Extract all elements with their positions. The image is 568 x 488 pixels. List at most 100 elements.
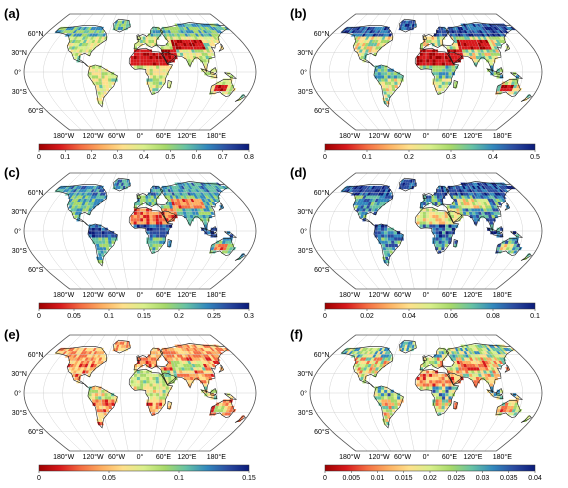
colorbar: 0 0.05 0.1 0.15 0.2 0.25 0.3 bbox=[37, 302, 254, 320]
lon-tick-label: 120°W bbox=[369, 291, 390, 299]
map-frame bbox=[23, 13, 257, 131]
colorbar-tick-label: 0 bbox=[37, 313, 41, 320]
lat-tick-label: 30°N bbox=[297, 370, 313, 378]
lat-tick-label: 0° bbox=[14, 69, 21, 77]
coastlines bbox=[54, 177, 246, 267]
lon-tick-label: 120°E bbox=[463, 132, 482, 140]
colorbar-tick-label: 0.15 bbox=[137, 313, 151, 320]
lat-tick-label: 60°S bbox=[314, 266, 330, 274]
colorbar-tick-label: 0 bbox=[37, 475, 41, 482]
colorbar-tick-label: 0.3 bbox=[113, 154, 123, 161]
lon-tick-label: 120°E bbox=[463, 453, 482, 461]
colorbar-tick-label: 0.015 bbox=[395, 475, 413, 482]
lat-tick-label: 60°S bbox=[314, 428, 330, 436]
lon-tick-label: 0° bbox=[137, 453, 144, 461]
colorbar-tick-label: 0.3 bbox=[446, 154, 456, 161]
lon-tick-label: 0° bbox=[423, 453, 430, 461]
colorbar-tick-label: 0.4 bbox=[139, 154, 149, 161]
colorbar: 0 0.1 0.2 0.3 0.4 0.5 bbox=[323, 143, 540, 161]
colorbar-tick-label: 0.04 bbox=[528, 475, 542, 482]
lat-tick-label: 60°S bbox=[314, 107, 330, 115]
lat-tick-label: 30°S bbox=[298, 247, 314, 255]
lon-tick-label: 60°W bbox=[108, 132, 126, 140]
lat-tick-label: 30°S bbox=[12, 247, 28, 255]
colorbar-tick-label: 0.2 bbox=[174, 313, 184, 320]
map-frame bbox=[23, 172, 257, 290]
lat-tick-label: 30°S bbox=[298, 409, 314, 417]
map-panel: (c) 60°N 30°N 0° 30°S 60°S 180°W 120°W 60°W 0° 60°… bbox=[4, 165, 257, 320]
land-data-layer bbox=[340, 20, 531, 105]
lon-tick-label: 180°E bbox=[207, 132, 226, 140]
lon-tick-label: 60°W bbox=[108, 453, 126, 461]
colorbar-tick-label: 0.1 bbox=[362, 154, 372, 161]
colorbar-tick-label: 0.05 bbox=[67, 313, 81, 320]
lon-tick-label: 60°W bbox=[394, 132, 412, 140]
colorbar-tick-label: 0.005 bbox=[342, 475, 360, 482]
lat-tick-label: 30°S bbox=[12, 409, 28, 417]
colorbar: 0 0.005 0.01 0.015 0.02 0.025 0.03 0.035 0.04 bbox=[323, 464, 542, 482]
panel-label: (f) bbox=[290, 327, 303, 342]
lon-tick-label: 60°W bbox=[108, 291, 126, 299]
colorbar-tick-label: 0.1 bbox=[174, 475, 184, 482]
coastlines bbox=[54, 18, 246, 108]
lat-tick-label: 0° bbox=[14, 390, 21, 398]
lon-tick-label: 180°W bbox=[339, 132, 360, 140]
lat-tick-label: 0° bbox=[300, 69, 307, 77]
lon-tick-label: 180°W bbox=[53, 453, 74, 461]
lon-tick-label: 0° bbox=[137, 132, 144, 140]
colorbar-tick-label: 0.025 bbox=[447, 475, 465, 482]
colorbar: 0 0.1 0.2 0.3 0.4 0.5 0.6 0.7 0.8 bbox=[37, 143, 254, 161]
colorbar-tick-label: 0.02 bbox=[423, 475, 437, 482]
colorbar-tick-label: 0.08 bbox=[486, 313, 500, 320]
coastlines bbox=[340, 339, 532, 429]
lon-tick-label: 120°E bbox=[177, 291, 196, 299]
colorbar-tick-label: 0.1 bbox=[104, 313, 114, 320]
lat-tick-label: 60°N bbox=[28, 30, 44, 38]
lon-tick-label: 180°E bbox=[493, 132, 512, 140]
panel-label: (a) bbox=[4, 6, 20, 21]
lat-tick-label: 60°N bbox=[28, 189, 44, 197]
lat-tick-label: 30°N bbox=[11, 49, 27, 57]
colorbar-tick-label: 0.2 bbox=[87, 154, 97, 161]
lon-tick-label: 0° bbox=[137, 291, 144, 299]
map-panel: (f) 60°N 30°N 0° 30°S 60°S 180°W 120°W 60°W 0° 60°… bbox=[290, 327, 543, 482]
colorbar: 0 0.05 0.1 0.15 bbox=[37, 464, 256, 482]
lon-tick-label: 120°W bbox=[83, 453, 104, 461]
lon-tick-label: 60°E bbox=[442, 132, 458, 140]
colorbar-tick-label: 0.06 bbox=[444, 313, 458, 320]
lon-tick-label: 60°W bbox=[394, 453, 412, 461]
map-panel: (b) 60°N 30°N 0° 30°S 60°S 180°W 120°W 60°W 0° 60°… bbox=[290, 6, 543, 161]
map-frame bbox=[309, 13, 543, 131]
lat-tick-label: 60°S bbox=[28, 428, 44, 436]
colorbar-tick-label: 0.5 bbox=[530, 154, 540, 161]
lon-tick-label: 60°E bbox=[442, 453, 458, 461]
colorbar-tick-label: 0.035 bbox=[500, 475, 518, 482]
colorbar-tick-label: 0 bbox=[323, 154, 327, 161]
lon-tick-label: 0° bbox=[423, 132, 430, 140]
colorbar-tick-label: 0.6 bbox=[192, 154, 202, 161]
colorbar-tick-label: 0.25 bbox=[207, 313, 221, 320]
lon-tick-label: 120°W bbox=[83, 291, 104, 299]
lon-tick-label: 60°E bbox=[156, 132, 172, 140]
lon-tick-label: 180°W bbox=[339, 453, 360, 461]
colorbar-tick-label: 0.7 bbox=[218, 154, 228, 161]
map-frame bbox=[23, 334, 257, 452]
lon-tick-label: 60°E bbox=[442, 291, 458, 299]
lon-tick-label: 180°W bbox=[53, 291, 74, 299]
lon-tick-label: 180°E bbox=[207, 453, 226, 461]
colorbar-tick-label: 0.01 bbox=[371, 475, 385, 482]
lat-tick-label: 60°N bbox=[314, 351, 330, 359]
lat-tick-label: 30°N bbox=[297, 208, 313, 216]
panel-label: (b) bbox=[290, 6, 307, 21]
lon-tick-label: 180°W bbox=[339, 291, 360, 299]
map-panel: (a) 60°N 30°N 0° 30°S 60°S 180°W 120°W 60°W 0° 60°… bbox=[4, 6, 257, 161]
lon-tick-label: 60°E bbox=[156, 291, 172, 299]
panel-label: (c) bbox=[4, 165, 20, 180]
lon-tick-label: 120°W bbox=[83, 132, 104, 140]
lon-tick-label: 180°E bbox=[207, 291, 226, 299]
lat-tick-label: 60°S bbox=[28, 266, 44, 274]
lat-tick-label: 60°N bbox=[28, 351, 44, 359]
lat-tick-label: 30°N bbox=[11, 208, 27, 216]
colorbar-tick-label: 0.03 bbox=[476, 475, 490, 482]
colorbar-tick-label: 0.04 bbox=[402, 313, 416, 320]
